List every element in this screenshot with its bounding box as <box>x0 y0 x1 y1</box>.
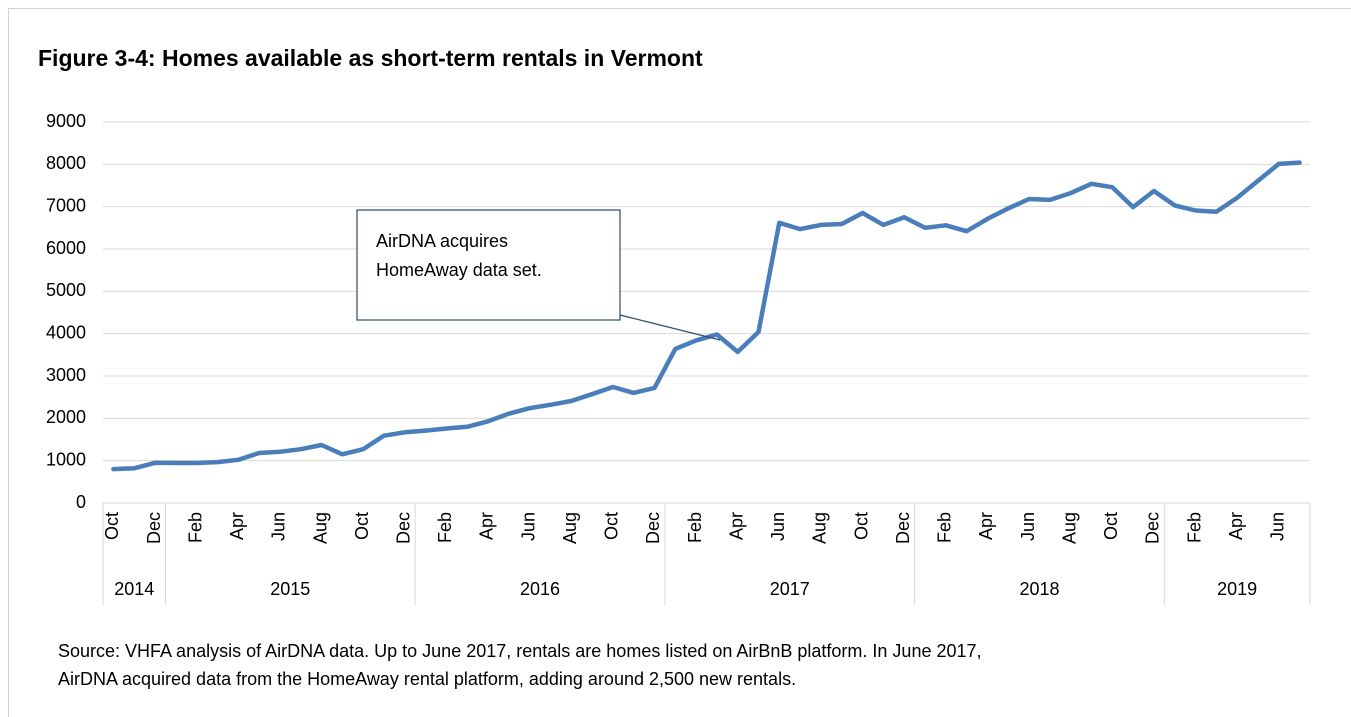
y-tick-label: 3000 <box>46 365 86 385</box>
x-tick-label: Dec <box>394 512 414 544</box>
x-tick-label: Feb <box>185 512 205 543</box>
y-tick-label: 4000 <box>46 322 86 342</box>
x-tick-label: Apr <box>726 512 746 540</box>
annotation-arrow <box>619 314 721 341</box>
y-tick-label: 1000 <box>46 449 86 469</box>
y-tick-label: 5000 <box>46 280 86 300</box>
year-label: 2014 <box>114 579 154 599</box>
x-tick-label: Oct <box>851 512 871 540</box>
x-tick-label: Aug <box>560 512 580 544</box>
x-tick-label: Aug <box>310 512 330 544</box>
x-tick-label: Feb <box>1184 512 1204 543</box>
x-tick-label: Feb <box>935 512 955 543</box>
chart-title: Figure 3-4: Homes available as short-ter… <box>38 45 703 71</box>
year-label: 2017 <box>770 579 810 599</box>
x-tick-label: Dec <box>643 512 663 544</box>
year-label: 2015 <box>270 579 310 599</box>
x-tick-label: Jun <box>269 512 289 541</box>
x-tick-label: Apr <box>1226 512 1246 540</box>
annotation-holder: AirDNA acquires HomeAway data set. <box>376 231 542 280</box>
year-label: 2016 <box>520 579 560 599</box>
x-tick-label: Jun <box>1268 512 1288 541</box>
series-line <box>111 160 1302 472</box>
x-tick-label: Apr <box>477 512 497 540</box>
x-tick-label: Apr <box>976 512 996 540</box>
x-tick-label: Oct <box>1101 512 1121 540</box>
x-tick-label: Dec <box>1143 512 1163 544</box>
year-label: 2019 <box>1217 579 1257 599</box>
annotation: AirDNA acquires HomeAway data set. <box>376 231 542 280</box>
x-tick-label: Aug <box>1059 512 1079 544</box>
y-tick-label: 2000 <box>46 407 86 427</box>
x-tick-label: Aug <box>810 512 830 544</box>
x-tick-label: Feb <box>685 512 705 543</box>
x-tick-label: Jun <box>768 512 788 541</box>
x-tick-label: Feb <box>435 512 455 543</box>
x-tick-label: Oct <box>352 512 372 540</box>
y-tick-label: 7000 <box>46 195 86 215</box>
y-tick-label: 9000 <box>46 111 86 131</box>
x-tick-label: Dec <box>893 512 913 544</box>
y-tick-label: 8000 <box>46 153 86 173</box>
x-tick-label: Jun <box>1018 512 1038 541</box>
y-tick-label: 0 <box>76 492 86 512</box>
annotation-box <box>356 209 621 321</box>
source-line: Source: VHFA analysis of AirDNA data. Up… <box>58 641 982 661</box>
x-tick-label: Oct <box>102 512 122 540</box>
x-tick-label: Apr <box>227 512 247 540</box>
year-label: 2018 <box>1019 579 1059 599</box>
source-line: AirDNA acquired data from the HomeAway r… <box>58 669 796 689</box>
x-tick-label: Oct <box>602 512 622 540</box>
x-tick-label: Jun <box>518 512 538 541</box>
y-tick-label: 6000 <box>46 238 86 258</box>
x-tick-label: Dec <box>144 512 164 544</box>
